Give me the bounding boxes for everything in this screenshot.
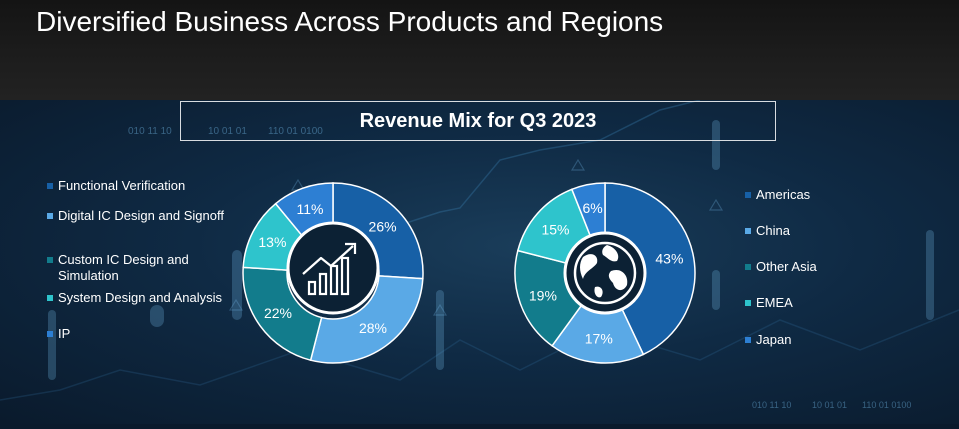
tech-background: 010 11 10 10 01 01 110 01 0100 010 11 10… [0, 99, 959, 424]
legend-item: System Design and Analysis [47, 290, 247, 306]
legend-swatch [745, 228, 751, 234]
background-digits: 10 01 01 [208, 126, 247, 137]
chart-subtitle-box: Revenue Mix for Q3 2023 [180, 101, 776, 141]
legend-swatch [745, 192, 751, 198]
legend-label: China [756, 223, 790, 238]
legend-swatch [47, 183, 53, 189]
legend-label: Custom IC Design and Simulation [58, 252, 189, 283]
slice-label: 17% [585, 331, 613, 347]
background-bars [48, 120, 934, 380]
legend-item: EMEA [745, 295, 865, 311]
header-band [0, 0, 959, 100]
legend-swatch [47, 295, 53, 301]
legend-label: EMEA [756, 295, 793, 310]
background-decoration: 010 11 10 10 01 01 110 01 0100 010 11 10… [0, 99, 959, 410]
background-digits: 110 01 0100 [268, 126, 323, 137]
background-digits: 010 11 10 [128, 126, 172, 137]
pie-slice [309, 275, 424, 364]
legend-swatch [745, 300, 751, 306]
legend-label: Americas [756, 187, 811, 202]
legend-item: Americas [745, 187, 865, 203]
slice-label: 22% [264, 305, 292, 321]
background-digits: 010 11 10 [752, 400, 791, 410]
slice-label: 26% [369, 218, 397, 234]
background-digits: 110 01 0100 [862, 400, 911, 410]
legend-item: Functional Verification [47, 178, 247, 194]
legend-label: IP [58, 326, 71, 341]
legend-item: China [745, 223, 865, 239]
legend-swatch [47, 257, 53, 263]
page-title: Diversified Business Across Products and… [36, 6, 664, 37]
globe-icon [563, 231, 647, 315]
legend-item: Digital IC Design and Signoff [47, 208, 247, 224]
legend-item: IP [47, 326, 247, 342]
legend-label: Other Asia [756, 259, 817, 274]
slice-label: 15% [541, 221, 569, 237]
legend-swatch [745, 264, 751, 270]
background-digits: 10 01 01 [812, 400, 847, 410]
background-trend-line [0, 99, 959, 401]
slice-label: 13% [258, 234, 286, 250]
legend-item: Japan [745, 332, 865, 348]
legend-label: System Design and Analysis [58, 290, 223, 305]
legend-item: Custom IC Design and Simulation [47, 252, 247, 284]
chart-subtitle: Revenue Mix for Q3 2023 [359, 109, 597, 132]
donut-chart-products: 26% 28% 22% 13% 11% [242, 182, 424, 364]
legend-label: Functional Verification [58, 178, 186, 193]
slice-label: 19% [529, 287, 557, 303]
legend-label: Japan [756, 332, 792, 347]
growth-chart-icon [286, 221, 380, 315]
legend-item: Other Asia [745, 259, 865, 275]
slice-label: 11% [296, 201, 323, 217]
slice-label: 43% [655, 251, 683, 267]
legend-label: Digital IC Design and Signoff [58, 208, 224, 223]
legend-swatch [47, 213, 53, 219]
legend-swatch [745, 337, 751, 343]
slice-label: 28% [359, 320, 387, 336]
slice-label: 6% [583, 200, 603, 216]
legend-swatch [47, 331, 53, 337]
